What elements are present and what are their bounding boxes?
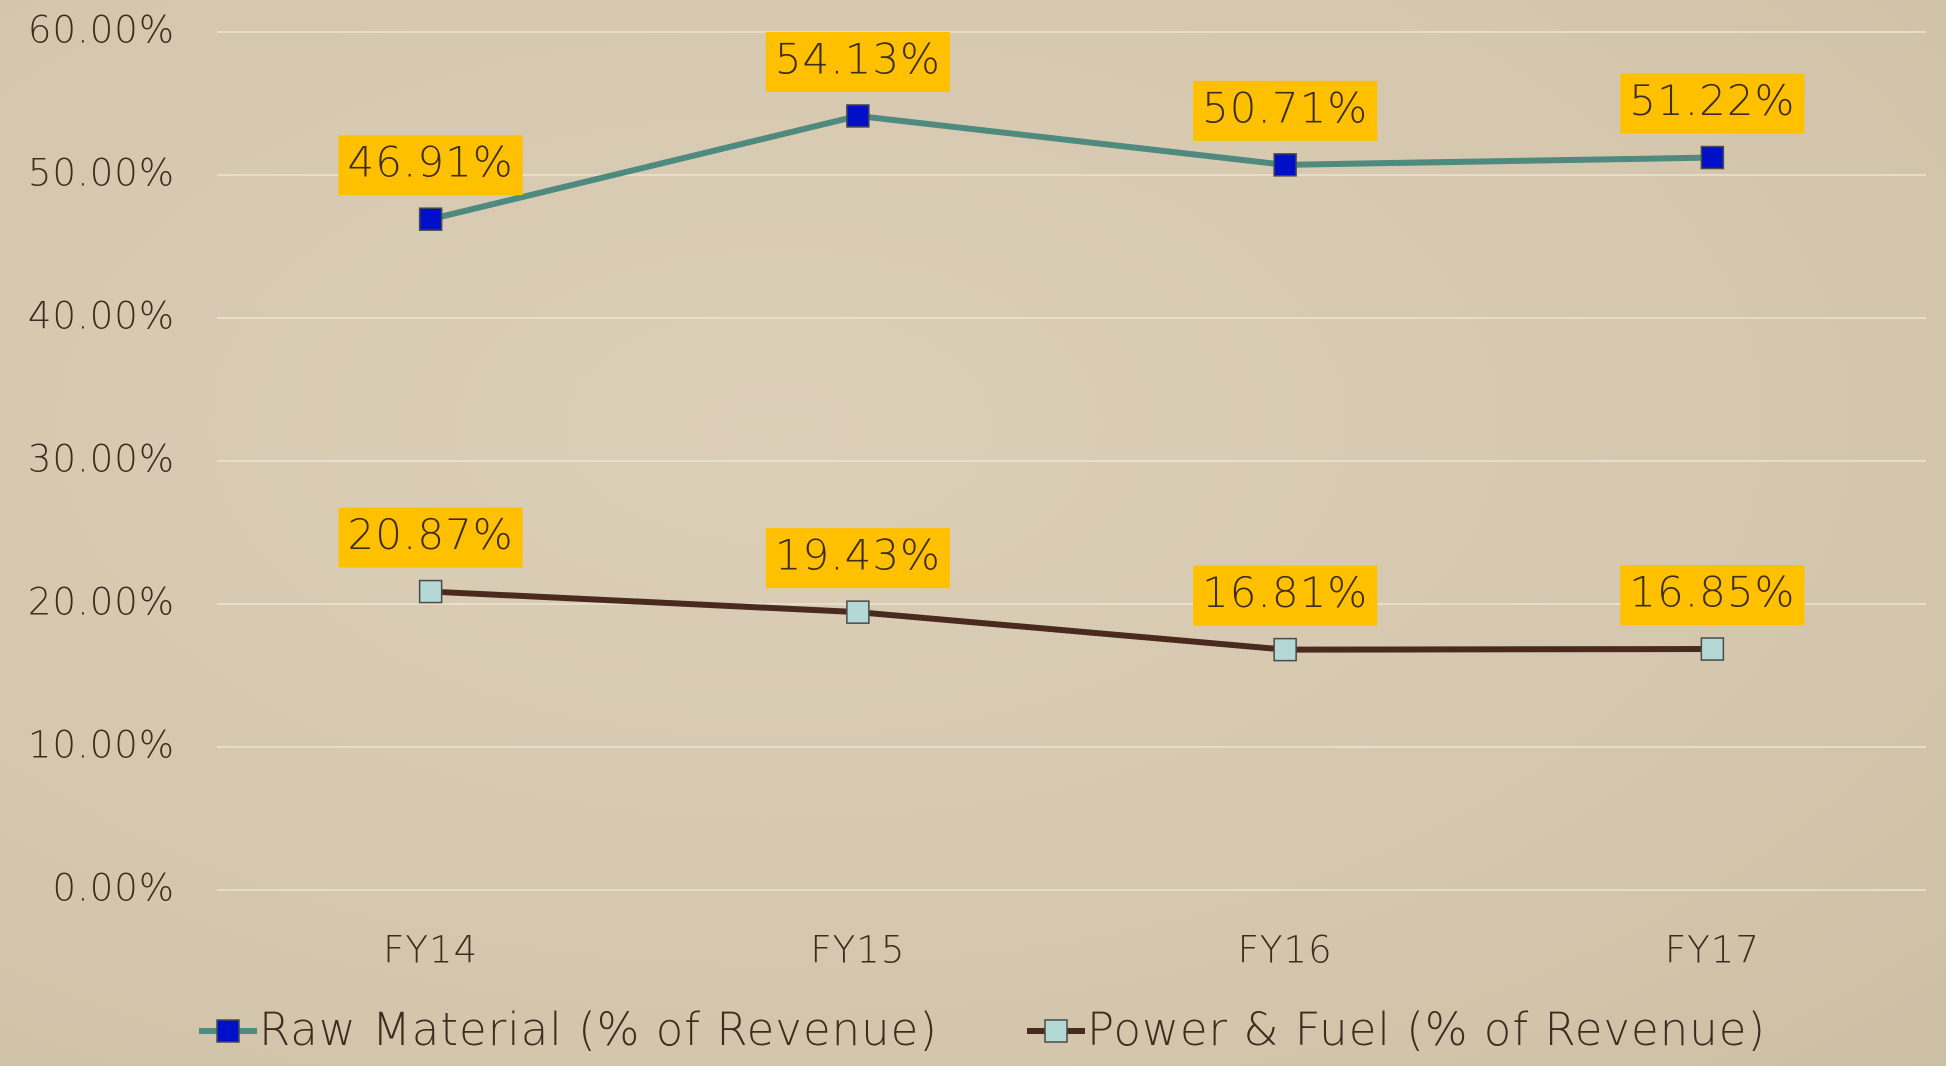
- x-tick-label: FY17: [1665, 929, 1760, 972]
- series-line: [430, 588, 1713, 653]
- legend-marker: [216, 1019, 240, 1043]
- data-label: 54.13%: [775, 34, 941, 83]
- data-label: 16.85%: [1629, 568, 1795, 617]
- data-label-box: [338, 507, 523, 568]
- y-tick-label: 60.00%: [28, 9, 175, 52]
- marker: [1273, 637, 1297, 662]
- y-tick-label: 10.00%: [28, 724, 175, 767]
- legend-marker: [1044, 1019, 1068, 1043]
- data-label-box: [765, 528, 950, 589]
- data-label: 46.91%: [348, 138, 514, 187]
- x-tick-label: FY15: [810, 929, 905, 972]
- data-label-box: [1620, 73, 1805, 134]
- series-line: [429, 112, 1713, 223]
- marker: [1700, 637, 1725, 661]
- data-label-box: [338, 135, 523, 196]
- y-tick-label: 50.00%: [28, 152, 175, 195]
- marker: [1700, 145, 1725, 170]
- data-label-box: [1193, 80, 1378, 141]
- data-label: 16.81%: [1202, 568, 1368, 617]
- data-label-box: [765, 31, 950, 92]
- y-tick-label: 0.00%: [52, 867, 175, 910]
- data-label: 50.71%: [1202, 83, 1368, 132]
- marker: [846, 104, 870, 128]
- data-label: 51.22%: [1629, 76, 1795, 125]
- marker: [846, 600, 870, 624]
- data-label-box: [1620, 565, 1805, 626]
- x-tick-label: FY16: [1238, 929, 1333, 972]
- marker: [418, 579, 443, 604]
- legend-label: Power & Fuel (% of Revenue): [1087, 1003, 1766, 1056]
- marker: [1273, 153, 1297, 177]
- legend-label: Raw Material (% of Revenue): [259, 1003, 938, 1056]
- y-tick-label: 30.00%: [28, 438, 175, 481]
- y-tick-label: 40.00%: [28, 295, 175, 338]
- data-label: 20.87%: [348, 510, 514, 559]
- marker: [418, 207, 443, 231]
- data-label: 19.43%: [775, 531, 941, 580]
- data-label-box: [1193, 565, 1378, 626]
- y-tick-label: 20.00%: [28, 581, 175, 624]
- x-tick-label: FY14: [383, 929, 478, 972]
